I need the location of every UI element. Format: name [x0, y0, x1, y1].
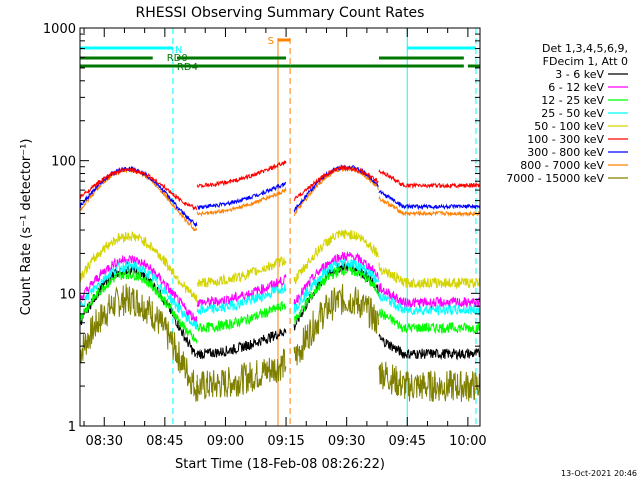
rd0-label: RD0: [167, 53, 188, 64]
x-tick-label: 08:45: [146, 434, 183, 449]
plot-frame: [79, 27, 481, 427]
legend-entry-label: 6 - 12 keV: [548, 81, 604, 94]
legend-header: Det 1,3,4,5,6,9,: [542, 42, 628, 55]
series-line: [378, 262, 481, 290]
legend-entry-label: 300 - 800 keV: [527, 146, 604, 159]
series-line: [196, 348, 287, 402]
series-line: [378, 189, 481, 211]
series-line: [196, 274, 287, 308]
series-line: [196, 256, 287, 288]
x-tick-label: 08:30: [86, 434, 123, 449]
series-line: [293, 164, 379, 202]
y-axis-label: Count Rate (s⁻¹ detector⁻¹): [19, 139, 34, 316]
y-axis: 1 10 100 1000: [43, 22, 480, 435]
y-tick-label: 100: [51, 155, 76, 170]
y-tick-label: 1: [68, 420, 76, 435]
series-line: [79, 167, 198, 211]
series-line: [293, 283, 379, 366]
series-line: [378, 195, 480, 217]
series-line: [378, 291, 481, 316]
x-tick-label: 09:00: [207, 434, 244, 449]
series-line: [196, 300, 287, 333]
series-line: [197, 181, 287, 211]
legend-entry-label: 800 - 7000 keV: [520, 159, 604, 172]
legend-entry-label: 50 - 100 keV: [534, 120, 604, 133]
legend-entry-label: 12 - 25 keV: [541, 94, 604, 107]
x-tick-label: 10:00: [449, 434, 486, 449]
series-line: [196, 159, 287, 189]
series-line: [79, 254, 198, 325]
series-line: [79, 230, 198, 303]
legend-entry-label: 100 - 300 keV: [527, 133, 604, 146]
series-line: [80, 165, 198, 228]
y-tick-label: 10: [59, 287, 76, 302]
series-line: [79, 269, 198, 344]
legend: Det 1,3,4,5,6,9,FDecim 1, Att 03 - 6 keV…: [506, 42, 628, 185]
x-axis-label: Start Time (18-Feb-08 08:26:22): [175, 457, 385, 472]
series-layer: [79, 159, 481, 402]
series-line: [378, 282, 481, 310]
series-line: [196, 186, 287, 218]
series-line: [378, 307, 481, 335]
saa-label: S: [268, 36, 274, 47]
timestamp: 13-Oct-2021 20:46: [561, 469, 637, 478]
x-tick-label: 09:30: [328, 434, 365, 449]
x-tick-label: 09:15: [267, 434, 304, 449]
legend-entry-label: 7000 - 15000 keV: [506, 172, 604, 185]
series-line: [79, 283, 198, 402]
series-line: [196, 283, 287, 316]
series-line: [378, 168, 481, 190]
x-axis: 08:30 08:45 09:00 09:15 09:30 09:45 10:00: [83, 28, 487, 449]
series-line: [196, 327, 287, 360]
chart-title: RHESSI Observing Summary Count Rates: [136, 5, 425, 21]
night-label: N: [175, 45, 182, 56]
legend-entry-label: 25 - 50 keV: [541, 107, 604, 120]
x-tick-label: 09:45: [389, 434, 426, 449]
series-line: [293, 229, 379, 285]
legend-header: FDecim 1, Att 0: [543, 55, 628, 68]
rd4-label: RD4: [177, 62, 198, 73]
series-line: [79, 260, 198, 330]
series-line: [293, 258, 379, 315]
series-line: [378, 333, 481, 361]
series-line: [378, 361, 481, 402]
y-tick-label: 1000: [43, 22, 76, 37]
legend-entry-label: 3 - 6 keV: [555, 68, 604, 81]
